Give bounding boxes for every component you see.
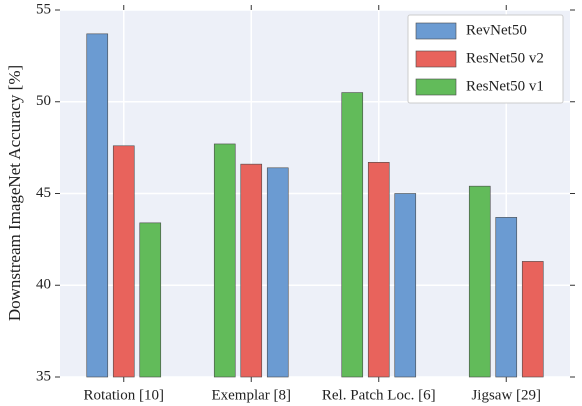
bar [213, 143, 236, 378]
x-tick-label: Exemplar [8] [211, 387, 291, 403]
legend-swatch [415, 78, 457, 96]
bar [341, 92, 364, 378]
bar [266, 167, 289, 378]
bar [394, 193, 417, 378]
y-tick-label: 35 [36, 368, 51, 384]
y-axis-label: Downstream ImageNet Accuracy [%] [5, 65, 24, 321]
bar [112, 145, 135, 378]
bar [139, 222, 162, 378]
legend-swatch [415, 50, 457, 68]
y-tick-label: 50 [36, 93, 51, 109]
bar [86, 33, 109, 378]
bar [521, 261, 544, 378]
legend-label: ResNet50 v1 [466, 78, 544, 94]
x-tick-label: Rotation [10] [84, 387, 164, 403]
legend-swatch [415, 22, 457, 40]
y-tick-label: 55 [36, 1, 51, 17]
x-tick-label: Jigsaw [29] [471, 387, 541, 403]
y-tick-label: 45 [36, 185, 51, 201]
x-tick-label: Rel. Patch Loc. [6] [322, 387, 436, 403]
bar [495, 217, 518, 378]
bar [240, 163, 263, 378]
bar [468, 185, 491, 378]
legend-label: RevNet50 [466, 22, 527, 38]
legend-label: ResNet50 v2 [466, 50, 544, 66]
bar [367, 162, 390, 378]
y-tick-label: 40 [36, 277, 51, 293]
